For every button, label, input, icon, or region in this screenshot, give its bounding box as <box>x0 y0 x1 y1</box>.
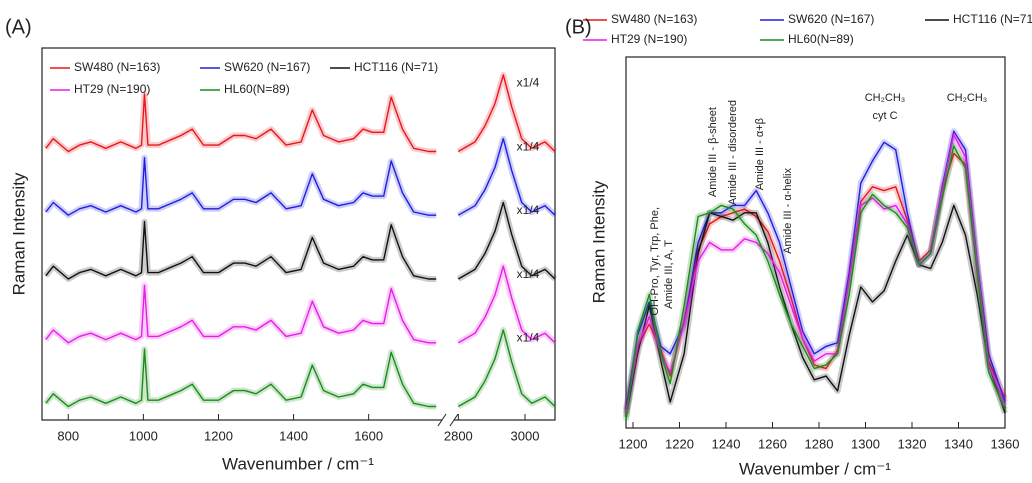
x-tick-label: 1400 <box>279 428 308 443</box>
scale-annotation: x1/4 <box>517 76 540 90</box>
legend-label: SW620 (N=167) <box>224 60 310 74</box>
x-tick-label: 1220 <box>665 436 694 451</box>
x-tick-label: 1260 <box>758 436 787 451</box>
x-tick-label: 1320 <box>898 436 927 451</box>
legend-label: SW480 (N=163) <box>611 12 697 26</box>
legend-label: SW480 (N=163) <box>74 60 160 74</box>
panel-label: (B) <box>565 16 592 38</box>
x-tick-label: 1600 <box>354 428 383 443</box>
scale-annotation: x1/4 <box>517 139 540 153</box>
legend-label: HL60(N=89) <box>224 82 290 96</box>
axis-break <box>437 413 447 427</box>
spectrum-line <box>457 201 556 280</box>
scale-annotation: x1/4 <box>517 203 540 217</box>
x-tick-label: 1300 <box>851 436 880 451</box>
panel-a-frame <box>41 47 556 421</box>
spectrum-line <box>45 220 437 280</box>
x-tick-label: 2800 <box>444 428 473 443</box>
scale-annotation: x1/4 <box>517 331 540 345</box>
spectrum-band <box>43 91 437 155</box>
band-annotation: Amide III - disordered <box>727 100 739 205</box>
x-tick-label: 3000 <box>511 428 540 443</box>
spectrum-line <box>625 152 1006 414</box>
x-axis-label: Wavenumber / cm⁻¹ <box>222 454 374 473</box>
band-annotation: cyt C <box>872 110 897 122</box>
band-annotation: Amide III - β-sheet <box>707 107 719 197</box>
x-axis-label: Wavenumber / cm⁻¹ <box>739 459 891 478</box>
x-tick-label: 1000 <box>129 428 158 443</box>
band-annotation: CH₂CH₃ <box>947 92 988 104</box>
band-annotation: Amide III, A, T <box>663 240 675 309</box>
x-tick-label: 1200 <box>619 436 648 451</box>
legend-label: SW620 (N=167) <box>788 12 874 26</box>
panel-label: (A) <box>5 16 32 38</box>
spectrum-line <box>457 74 556 153</box>
spectrum-line <box>457 138 556 216</box>
spectrum-line <box>45 348 437 408</box>
legend-label: HCT116 (N=71) <box>953 12 1032 26</box>
legend-label: HT29 (N=190) <box>74 82 150 96</box>
band-annotation: CH₂CH₃ <box>865 92 906 104</box>
x-tick-label: 1340 <box>944 436 973 451</box>
spectrum-line <box>45 157 437 216</box>
x-tick-label: 1240 <box>712 436 741 451</box>
x-tick-label: 800 <box>57 428 79 443</box>
band-annotation: OH-Pro, Tyr, Trp, Phe, <box>649 207 661 316</box>
spectrum-band <box>623 150 1008 414</box>
spectrum-line <box>45 93 437 153</box>
spectrum-band <box>43 154 437 219</box>
band-annotation: Amide III - α-helix <box>782 168 794 254</box>
spectrum-line <box>457 329 556 408</box>
spectrum-band <box>43 346 437 410</box>
panel-b-frame <box>625 56 1006 429</box>
spectrum-line <box>45 284 437 344</box>
y-axis-label: Raman Intensity <box>9 172 28 295</box>
legend-label: HCT116 (N=71) <box>354 60 438 74</box>
spectrum-band <box>43 218 437 282</box>
x-tick-label: 1200 <box>204 428 233 443</box>
axis-break-gap <box>442 414 454 426</box>
y-axis-label: Raman Intensity <box>589 180 608 303</box>
band-annotation: Amide III - α+β <box>754 118 766 190</box>
axis-break <box>449 413 459 427</box>
scale-annotation: x1/4 <box>517 267 540 281</box>
x-tick-label: 1360 <box>991 436 1020 451</box>
legend-label: HT29 (N=190) <box>611 32 687 46</box>
spectrum-band <box>43 282 437 346</box>
x-tick-label: 1280 <box>805 436 834 451</box>
spectrum-line <box>625 204 1006 418</box>
spectrum-line <box>457 265 556 344</box>
spectrum-line <box>625 134 1006 414</box>
legend-label: HL60(N=89) <box>788 32 854 46</box>
spectrum-line <box>625 145 1006 421</box>
